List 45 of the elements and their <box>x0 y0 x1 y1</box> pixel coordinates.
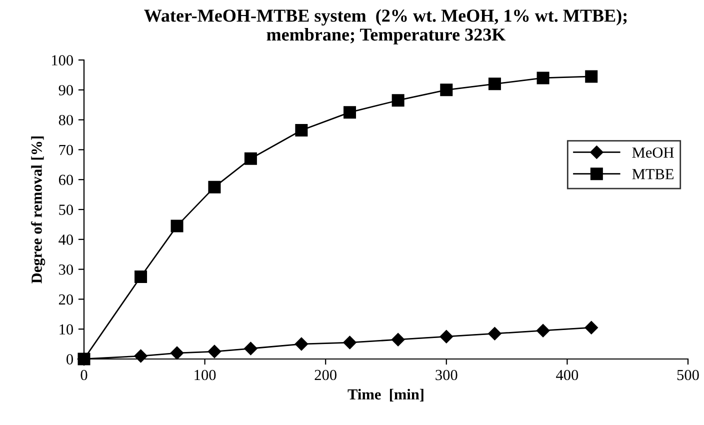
point <box>244 152 257 165</box>
point <box>536 324 550 338</box>
y-tick-label: 100 <box>52 55 73 66</box>
y-tick-label: 20 <box>58 294 73 305</box>
y-tick-label: 10 <box>60 324 73 335</box>
point <box>244 342 258 356</box>
x-tick-label: 400 <box>556 370 578 380</box>
y-tick-label: 0 <box>66 354 73 364</box>
point <box>208 344 222 358</box>
point <box>488 78 501 90</box>
point <box>170 346 184 360</box>
point <box>440 330 453 344</box>
point <box>134 349 148 363</box>
point <box>536 72 550 84</box>
point <box>584 321 598 334</box>
point <box>295 124 308 137</box>
point <box>78 352 90 366</box>
legend-label: MTBE <box>632 169 674 180</box>
point <box>585 70 598 83</box>
y-tick-label: 50 <box>59 204 73 215</box>
x-tick-label: 200 <box>314 370 336 380</box>
point <box>343 336 356 350</box>
y-tick-label: 60 <box>58 174 73 186</box>
point <box>134 270 148 284</box>
y-tick-label: 30 <box>59 264 73 275</box>
x-tick-label: 100 <box>194 370 216 380</box>
point <box>294 337 308 351</box>
y-tick-label: 40 <box>58 234 73 245</box>
x-tick-label: 500 <box>677 370 699 380</box>
x-tick-label: 300 <box>436 370 458 380</box>
y-tick-label: 70 <box>59 144 73 156</box>
point <box>208 180 221 194</box>
point <box>392 94 404 107</box>
point <box>440 84 453 96</box>
y-axis-title: Degree of removal [%] <box>30 136 46 284</box>
x-axis-title: Time [min] <box>348 388 424 402</box>
legend-label: MeOH <box>632 147 674 158</box>
point <box>488 326 502 340</box>
point <box>170 220 184 232</box>
y-tick-label: 90 <box>58 85 73 96</box>
point <box>344 106 356 119</box>
x-tick-label: 0 <box>80 370 88 380</box>
y-tick-label: 80 <box>58 114 73 126</box>
chart-title: Water-MeOH-MTBE system (2% wt. MeOH, 1% wt. MTBE); membrane; Temperature 323K <box>144 9 627 44</box>
point <box>391 332 405 346</box>
